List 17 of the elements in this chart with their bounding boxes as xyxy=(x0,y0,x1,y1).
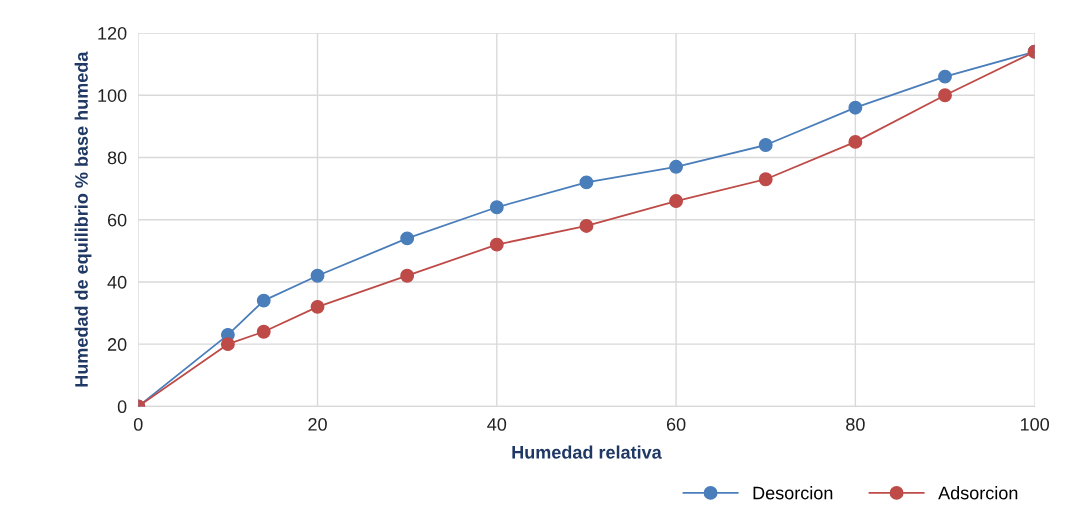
y-tick-label: 60 xyxy=(107,213,127,227)
x-tick-label: 60 xyxy=(666,417,686,431)
y-tick-label: 100 xyxy=(98,89,127,102)
legend-label: Desorcion xyxy=(753,486,833,500)
x-tick-label: 80 xyxy=(846,417,865,431)
x-tick-label: 20 xyxy=(308,417,327,431)
y-tick-label: 120 xyxy=(98,26,127,40)
y-axis-title: Humedad de equilibrio % base humeda xyxy=(74,51,92,387)
x-tick-label: 40 xyxy=(487,417,507,431)
y-tick-label: 20 xyxy=(107,338,127,351)
y-tick-label: 0 xyxy=(117,400,127,414)
x-tick-label: 0 xyxy=(133,417,143,431)
y-tick-label: 80 xyxy=(107,151,127,165)
x-tick-label: 100 xyxy=(1020,417,1049,431)
y-tick-label: 40 xyxy=(107,275,127,289)
legend-label: Adsorcion xyxy=(938,486,1018,500)
x-axis-title: Humedad relativa xyxy=(512,445,662,459)
